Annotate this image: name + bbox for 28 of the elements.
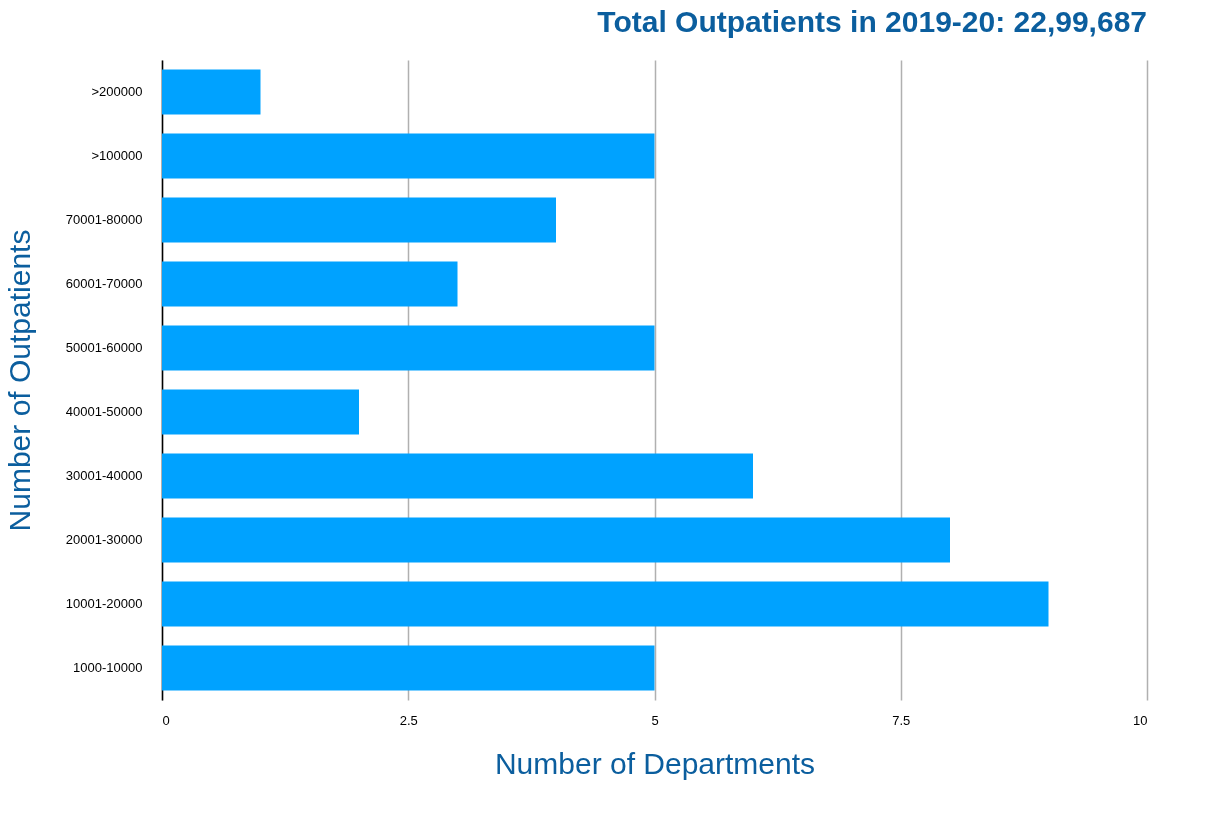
- y-tick-label: 20001-30000: [65, 532, 143, 547]
- bar: [162, 581, 1049, 627]
- y-axis-title: Number of Outpatients: [2, 229, 36, 532]
- bar: [162, 197, 556, 243]
- x-tick-label: 5: [651, 712, 659, 728]
- bar: [162, 645, 655, 691]
- y-tick-label: 10001-20000: [65, 596, 143, 611]
- bar: [162, 261, 458, 307]
- bar: [162, 69, 261, 115]
- y-tick-label: 1000-10000: [73, 660, 143, 675]
- y-tick-label: 30001-40000: [65, 468, 143, 483]
- bar: [162, 325, 655, 371]
- bar: [162, 389, 359, 435]
- x-tick-label: 10: [1133, 712, 1148, 728]
- y-tick-label: 40001-50000: [65, 404, 143, 419]
- y-tick-label: 60001-70000: [65, 276, 143, 291]
- x-tick-label: 0: [162, 712, 170, 728]
- bar: [162, 517, 950, 563]
- y-tick-label: >200000: [91, 84, 143, 99]
- x-tick-label: 2.5: [399, 712, 418, 728]
- bar: [162, 133, 655, 179]
- y-tick-label: >100000: [91, 148, 143, 163]
- chart-title: Total Outpatients in 2019-20: 22,99,687: [597, 5, 1147, 38]
- x-tick-label: 7.5: [892, 712, 911, 728]
- bar: [162, 453, 753, 499]
- y-tick-label: 70001-80000: [65, 212, 143, 227]
- x-axis-title: Number of Departments: [494, 746, 816, 780]
- y-tick-label: 50001-60000: [65, 340, 143, 355]
